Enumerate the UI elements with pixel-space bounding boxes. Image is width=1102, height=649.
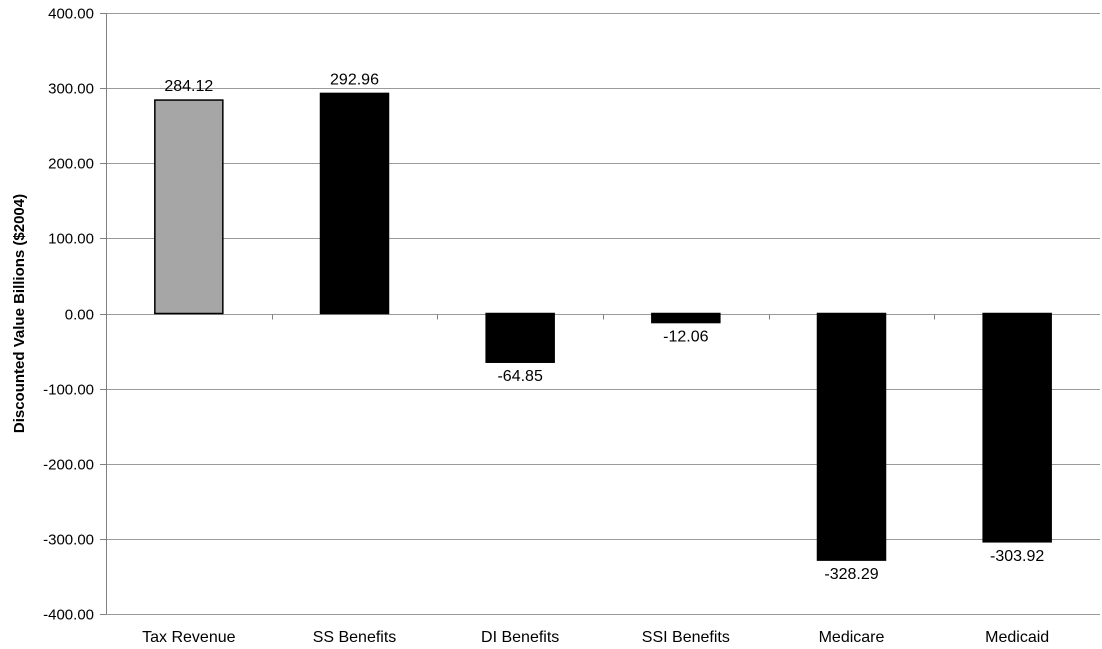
bar-ss-benefits: [319, 92, 390, 315]
bars: [154, 92, 1052, 561]
bar-ssi-benefits: [651, 312, 721, 324]
data-label: 284.12: [164, 78, 213, 95]
bar-di-benefits: [485, 312, 555, 363]
data-label: -303.92: [990, 548, 1044, 565]
y-axis-title: Discounted Value Billions ($2004): [11, 194, 28, 433]
x-category-label: SSI Benefits: [642, 629, 730, 646]
y-tick-label: 300.00: [48, 81, 94, 98]
bar-tax-revenue: [154, 99, 224, 315]
y-tick-label: -200.00: [43, 457, 94, 474]
bar-medicaid: [982, 312, 1052, 543]
x-axis-category-labels: Tax Revenue SS Benefits DI Benefits SSI Ben…: [142, 629, 1049, 646]
x-category-label: Medicaid: [985, 629, 1049, 646]
data-label: -64.85: [497, 368, 542, 385]
y-tick-label: 200.00: [48, 156, 94, 173]
x-category-label: Medicare: [819, 629, 885, 646]
y-tick-label: -100.00: [43, 382, 94, 399]
data-labels: 284.12 292.96 -64.85 -12.06 -328.29 -303.92: [164, 71, 1044, 583]
x-category-label: DI Benefits: [481, 629, 559, 646]
y-tick-label: 100.00: [48, 231, 94, 248]
y-tick-label: -400.00: [43, 607, 94, 624]
y-tick-label: 400.00: [48, 6, 94, 23]
data-label: -328.29: [824, 566, 878, 583]
y-tick-label: 0.00: [65, 307, 94, 324]
x-category-label: SS Benefits: [313, 629, 397, 646]
data-label: 292.96: [330, 71, 379, 88]
data-label: -12.06: [663, 329, 708, 346]
gridlines: [106, 13, 1100, 615]
y-tick-label: -300.00: [43, 532, 94, 549]
x-category-label: Tax Revenue: [142, 629, 235, 646]
y-axis-ticks: 400.00 300.00 200.00 100.00 0.00 -100.00 -200.…: [43, 6, 935, 624]
bar-medicare: [816, 312, 887, 561]
